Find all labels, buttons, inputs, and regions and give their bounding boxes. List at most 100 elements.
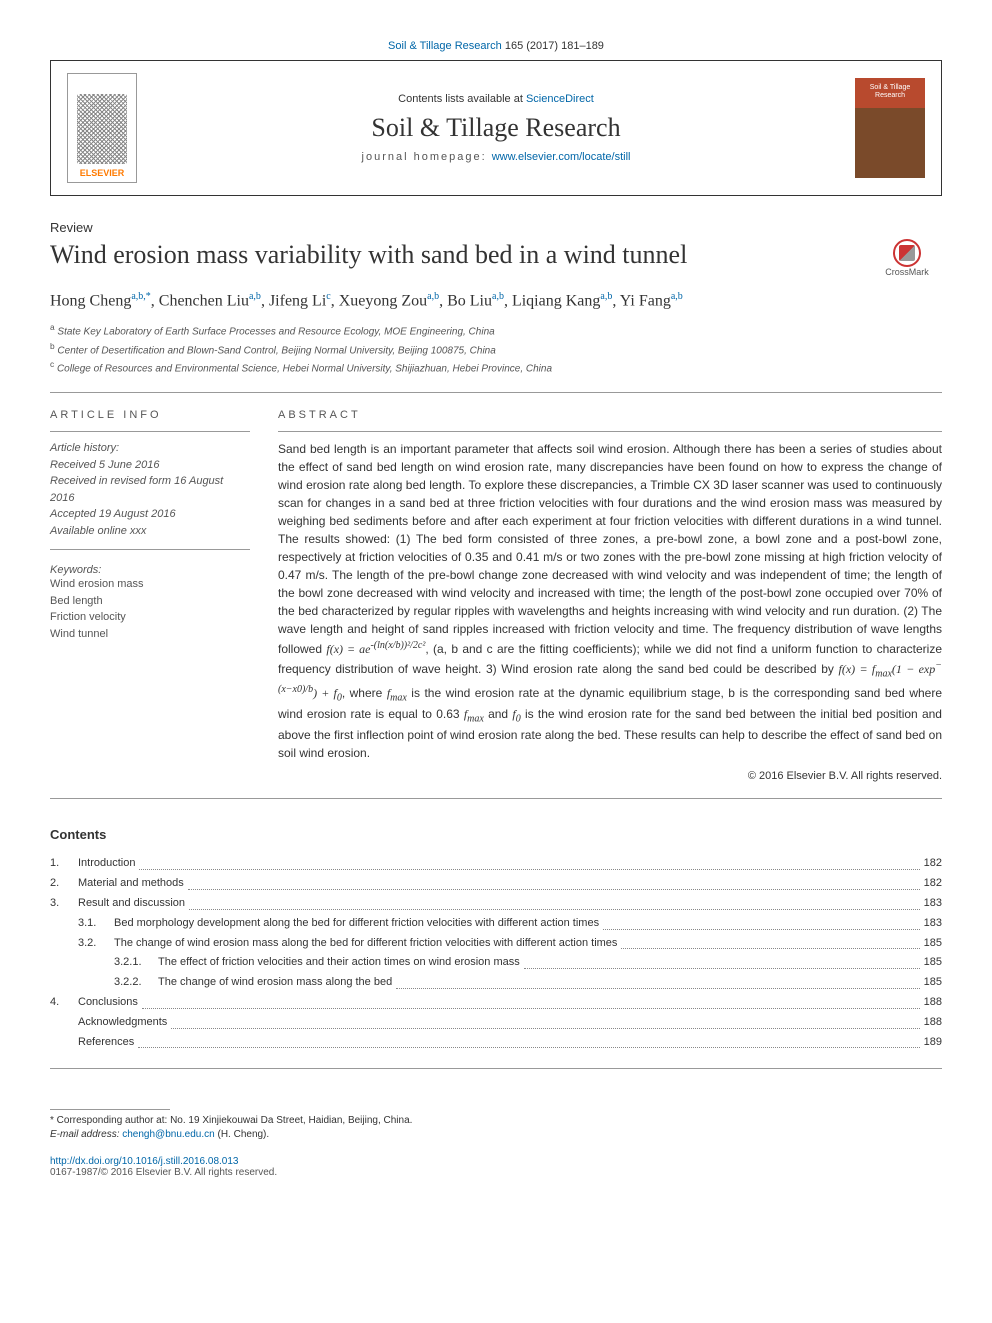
toc-label: The change of wind erosion mass along th…	[158, 973, 392, 993]
keywords-list: Wind erosion massBed lengthFriction velo…	[50, 576, 250, 642]
doi-line: http://dx.doi.org/10.1016/j.still.2016.0…	[50, 1156, 942, 1167]
toc-label: Conclusions	[78, 993, 138, 1013]
toc-num: 3.2.	[50, 934, 114, 954]
toc-label: Material and methods	[78, 874, 184, 894]
affiliations: a State Key Laboratory of Earth Surface …	[50, 321, 942, 376]
toc-row[interactable]: 2. Material and methods 182	[50, 874, 942, 894]
toc-label: Result and discussion	[78, 894, 185, 914]
citation-volpages: 165 (2017) 181–189	[505, 40, 604, 52]
authors-line: Hong Chenga,b,*, Chenchen Liua,b, Jifeng…	[50, 289, 942, 313]
contents-list-line: Contents lists available at ScienceDirec…	[137, 93, 855, 105]
footnote-separator	[50, 1109, 170, 1110]
divider	[50, 798, 942, 799]
article-info-label: ARTICLE INFO	[50, 409, 250, 421]
toc-row[interactable]: 4. Conclusions 188	[50, 993, 942, 1013]
article-history: Article history: Received 5 June 2016 Re…	[50, 440, 250, 539]
toc-dots	[171, 1013, 919, 1029]
abstract-label: ABSTRACT	[278, 409, 942, 421]
sciencedirect-link[interactable]: ScienceDirect	[526, 93, 594, 105]
divider	[278, 431, 942, 432]
citation-journal-link[interactable]: Soil & Tillage Research	[388, 40, 502, 52]
corresponding-footnote: * Corresponding author at: No. 19 Xinjie…	[50, 1114, 942, 1142]
toc-num: 3.1.	[50, 914, 114, 934]
article-info-col: ARTICLE INFO Article history: Received 5…	[50, 409, 250, 782]
elsevier-logo: ELSEVIER	[67, 73, 137, 183]
journal-cover-thumb: Soil & Tillage Research	[855, 78, 925, 178]
toc-num: 3.2.2.	[50, 973, 158, 993]
elsevier-tree-icon	[77, 94, 127, 164]
toc-dots	[603, 914, 920, 930]
toc-page: 189	[924, 1033, 942, 1053]
toc-page: 185	[924, 973, 942, 993]
affiliation: c College of Resources and Environmental…	[50, 358, 942, 376]
homepage-link[interactable]: www.elsevier.com/locate/still	[492, 151, 631, 163]
toc-row[interactable]: 3. Result and discussion 183	[50, 894, 942, 914]
toc-page: 182	[924, 874, 942, 894]
email-label: E-mail address:	[50, 1129, 119, 1140]
elsevier-text: ELSEVIER	[80, 168, 125, 178]
toc-label: Acknowledgments	[78, 1013, 167, 1033]
toc-label: The effect of friction velocities and th…	[158, 953, 520, 973]
issn-line: 0167-1987/© 2016 Elsevier B.V. All right…	[50, 1167, 942, 1178]
toc-page: 185	[924, 934, 942, 954]
toc-num: 3.	[50, 894, 78, 914]
header-center: Contents lists available at ScienceDirec…	[137, 93, 855, 163]
contents-prefix: Contents lists available at	[398, 93, 526, 105]
toc-row[interactable]: 3.2.2. The change of wind erosion mass a…	[50, 973, 942, 993]
toc-row[interactable]: 1. Introduction 182	[50, 854, 942, 874]
toc-dots	[524, 953, 920, 969]
toc-page: 188	[924, 993, 942, 1013]
corr-author-line: * Corresponding author at: No. 19 Xinjie…	[50, 1114, 942, 1128]
history-accepted: Accepted 19 August 2016	[50, 506, 250, 523]
article-title: Wind erosion mass variability with sand …	[50, 239, 872, 270]
history-online: Available online xxx	[50, 523, 250, 540]
table-of-contents: 1. Introduction 182 2. Material and meth…	[50, 854, 942, 1052]
keyword: Friction velocity	[50, 609, 250, 626]
toc-row[interactable]: 3.2.1. The effect of friction velocities…	[50, 953, 942, 973]
contents-heading: Contents	[50, 827, 942, 842]
toc-page: 185	[924, 953, 942, 973]
toc-dots	[189, 894, 920, 910]
article-type: Review	[50, 220, 942, 235]
toc-num: 1.	[50, 854, 78, 874]
toc-dots	[396, 973, 919, 989]
affiliation: b Center of Desertification and Blown-Sa…	[50, 340, 942, 358]
toc-page: 183	[924, 914, 942, 934]
homepage-line: journal homepage: www.elsevier.com/locat…	[137, 151, 855, 163]
crossmark-badge[interactable]: CrossMark	[872, 239, 942, 277]
toc-num: 2.	[50, 874, 78, 894]
toc-page: 188	[924, 1013, 942, 1033]
divider	[50, 549, 250, 550]
doi-link[interactable]: http://dx.doi.org/10.1016/j.still.2016.0…	[50, 1156, 238, 1167]
abstract-text: Sand bed length is an important paramete…	[278, 440, 942, 762]
toc-dots	[188, 874, 920, 890]
toc-label: Introduction	[78, 854, 135, 874]
toc-label: The change of wind erosion mass along th…	[114, 934, 617, 954]
toc-num	[50, 1033, 78, 1053]
title-row: Wind erosion mass variability with sand …	[50, 239, 942, 277]
toc-row[interactable]: Acknowledgments 188	[50, 1013, 942, 1033]
keyword: Wind tunnel	[50, 626, 250, 643]
header-box: ELSEVIER Contents lists available at Sci…	[50, 60, 942, 196]
abstract-col: ABSTRACT Sand bed length is an important…	[278, 409, 942, 782]
toc-label: References	[78, 1033, 134, 1053]
affiliation: a State Key Laboratory of Earth Surface …	[50, 321, 942, 339]
email-link[interactable]: chengh@bnu.edu.cn	[122, 1129, 214, 1140]
toc-row[interactable]: References 189	[50, 1033, 942, 1053]
toc-page: 183	[924, 894, 942, 914]
history-received: Received 5 June 2016	[50, 457, 250, 474]
divider	[50, 431, 250, 432]
citation-line: Soil & Tillage Research 165 (2017) 181–1…	[50, 40, 942, 52]
crossmark-icon	[893, 239, 921, 267]
toc-dots	[142, 993, 920, 1009]
toc-dots	[138, 1033, 919, 1049]
toc-row[interactable]: 3.2. The change of wind erosion mass alo…	[50, 934, 942, 954]
toc-page: 182	[924, 854, 942, 874]
email-paren: (H. Cheng).	[217, 1129, 269, 1140]
journal-name: Soil & Tillage Research	[137, 113, 855, 143]
toc-row[interactable]: 3.1. Bed morphology development along th…	[50, 914, 942, 934]
history-label: Article history:	[50, 440, 250, 457]
toc-label: Bed morphology development along the bed…	[114, 914, 599, 934]
copyright-line: © 2016 Elsevier B.V. All rights reserved…	[278, 770, 942, 782]
crossmark-label: CrossMark	[885, 267, 929, 277]
